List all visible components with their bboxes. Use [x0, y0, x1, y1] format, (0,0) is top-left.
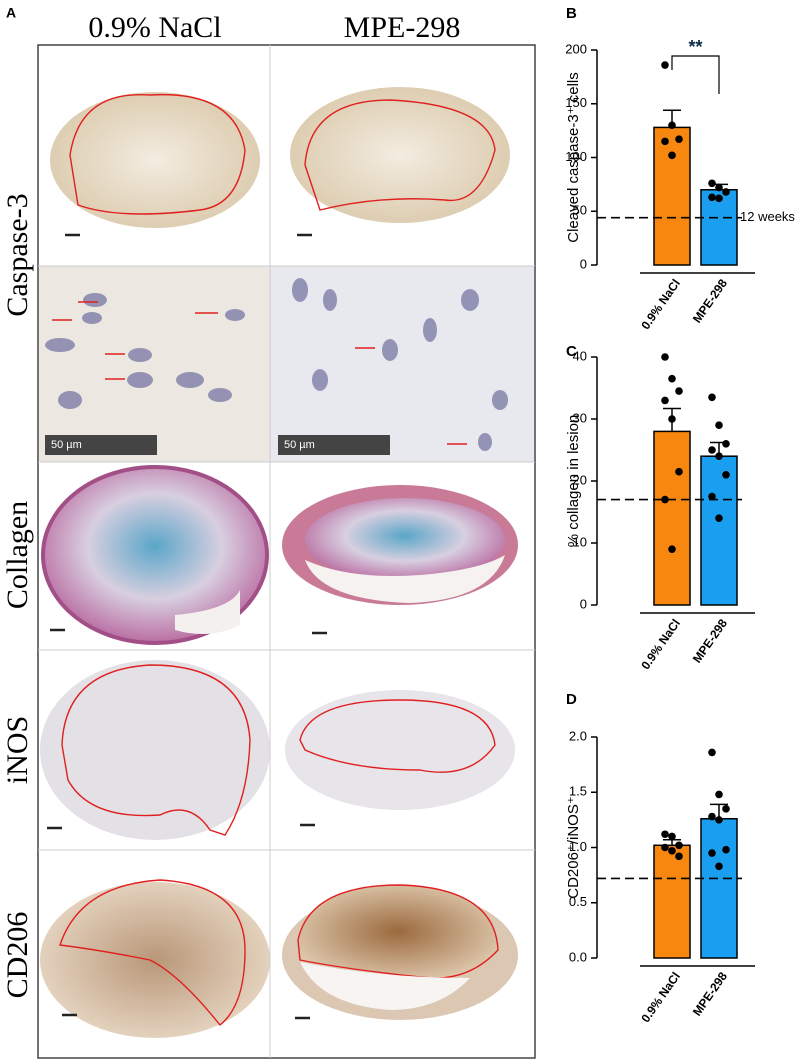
x-tick-label: 0.9% NaCl — [638, 277, 683, 333]
y-tick-label: 30 — [573, 410, 587, 425]
data-point — [661, 843, 669, 852]
bar — [653, 430, 691, 606]
x-tick-label: 0.9% NaCl — [638, 617, 683, 673]
data-point — [715, 421, 723, 430]
data-point — [722, 440, 730, 448]
data-point — [722, 188, 730, 196]
data-point — [715, 862, 723, 871]
data-point — [675, 135, 683, 144]
data-point — [668, 374, 676, 383]
bar — [700, 818, 738, 959]
y-tick-label: 1.5 — [569, 784, 587, 799]
data-point — [675, 387, 683, 395]
significance-bracket — [671, 55, 720, 94]
y-tick-label: 0 — [580, 596, 587, 611]
panel-label: A — [6, 5, 16, 21]
x-tick-label: MPE-298 — [690, 969, 730, 1018]
column-title: 0.9% NaCl — [88, 11, 221, 44]
data-point — [668, 832, 676, 841]
data-point — [708, 849, 716, 857]
data-point — [708, 179, 716, 188]
x-tick-label: MPE-298 — [690, 276, 730, 325]
data-point — [661, 495, 669, 504]
data-point — [708, 393, 716, 402]
data-point — [661, 353, 669, 361]
data-point — [722, 805, 730, 813]
scale-bar-label: 50 µm — [284, 439, 315, 451]
data-point — [715, 183, 723, 192]
bar — [700, 455, 738, 606]
data-point — [668, 121, 676, 130]
data-point — [675, 852, 683, 861]
x-tick-label: MPE-298 — [690, 616, 730, 665]
row-label: iNOS — [1, 716, 34, 784]
bar — [653, 126, 691, 266]
y-tick-label: 1.0 — [569, 839, 587, 854]
data-point — [722, 845, 730, 854]
y-tick-label: 0.0 — [569, 949, 587, 964]
y-axis-label: CD206⁺/iNOS⁺ — [565, 796, 582, 899]
data-point — [715, 514, 723, 522]
column-title: MPE-298 — [344, 11, 461, 44]
data-point — [708, 492, 716, 501]
data-point — [722, 471, 730, 479]
data-point — [661, 137, 669, 146]
data-point — [715, 816, 723, 824]
panel-label: D — [566, 691, 577, 708]
row-label: Caspase-3 — [1, 193, 34, 316]
y-tick-label: 50 — [573, 203, 587, 218]
data-point — [715, 194, 723, 203]
histology-grid — [37, 44, 536, 1059]
data-point — [661, 830, 669, 839]
row-label: Collagen — [1, 501, 34, 609]
data-point — [675, 467, 683, 476]
bar — [653, 844, 691, 959]
data-point — [661, 396, 669, 405]
panel-label: C — [566, 343, 577, 360]
data-point — [715, 452, 723, 461]
scale-bar-label: 50 µm — [51, 439, 82, 451]
bar — [700, 189, 738, 266]
data-point — [708, 812, 716, 821]
y-tick-label: 150 — [565, 95, 587, 110]
x-tick-label: 0.9% NaCl — [638, 970, 683, 1026]
y-tick-label: 2.0 — [569, 728, 587, 743]
data-point — [668, 415, 676, 423]
y-tick-label: 100 — [565, 149, 587, 164]
data-point — [715, 790, 723, 799]
panel-label: B — [566, 5, 577, 22]
data-point — [708, 446, 716, 454]
data-point — [708, 748, 716, 757]
y-axis-label: Cleaved caspase-3⁺ cells — [565, 72, 582, 243]
y-tick-label: 40 — [573, 348, 587, 363]
y-tick-label: 200 — [565, 41, 587, 56]
data-point — [668, 847, 676, 855]
row-label: CD206 — [1, 912, 34, 999]
data-point — [675, 841, 683, 850]
significance: ** — [688, 37, 702, 57]
data-point — [661, 61, 669, 69]
y-tick-label: 10 — [573, 534, 587, 549]
reference-label: 12 weeks — [740, 209, 795, 224]
data-point — [668, 151, 676, 160]
y-tick-label: 0 — [580, 256, 587, 271]
y-tick-label: 0.5 — [569, 894, 587, 909]
y-axis-label: % collagen in lesion — [565, 415, 582, 548]
data-point — [708, 193, 716, 202]
y-tick-label: 20 — [573, 472, 587, 487]
data-point — [668, 545, 676, 553]
